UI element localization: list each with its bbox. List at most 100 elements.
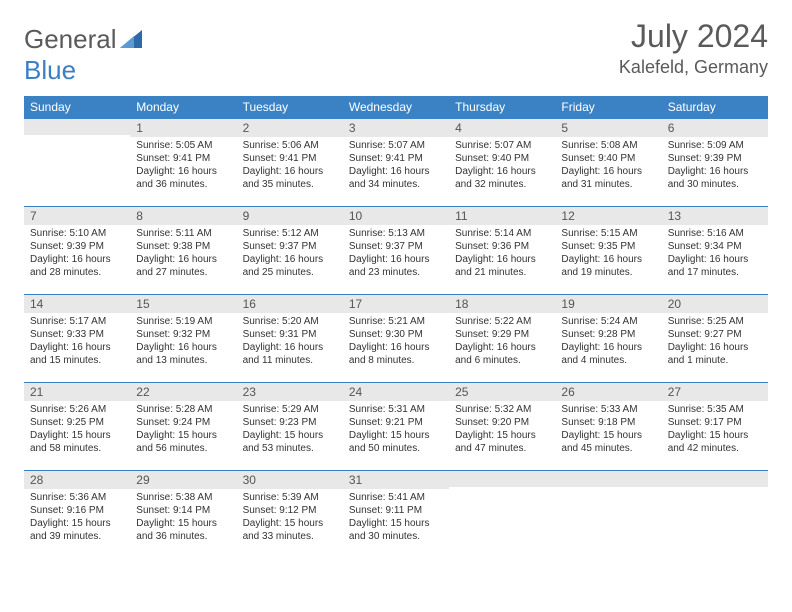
day-body: Sunrise: 5:33 AMSunset: 9:18 PMDaylight:… bbox=[555, 401, 661, 459]
day-body: Sunrise: 5:16 AMSunset: 9:34 PMDaylight:… bbox=[662, 225, 768, 283]
day-number: 18 bbox=[449, 295, 555, 313]
day-body: Sunrise: 5:09 AMSunset: 9:39 PMDaylight:… bbox=[662, 137, 768, 195]
sunset-text: Sunset: 9:32 PM bbox=[136, 328, 230, 341]
sunrise-text: Sunrise: 5:22 AM bbox=[455, 315, 549, 328]
sunset-text: Sunset: 9:27 PM bbox=[668, 328, 762, 341]
sunset-text: Sunset: 9:37 PM bbox=[243, 240, 337, 253]
sunrise-text: Sunrise: 5:14 AM bbox=[455, 227, 549, 240]
day-number bbox=[555, 471, 661, 487]
daylight-text: Daylight: 16 hours and 11 minutes. bbox=[243, 341, 337, 367]
day-body: Sunrise: 5:22 AMSunset: 9:29 PMDaylight:… bbox=[449, 313, 555, 371]
sunset-text: Sunset: 9:23 PM bbox=[243, 416, 337, 429]
sunrise-text: Sunrise: 5:41 AM bbox=[349, 491, 443, 504]
sunset-text: Sunset: 9:39 PM bbox=[30, 240, 124, 253]
calendar-day-cell bbox=[662, 471, 768, 559]
calendar-day-cell: 27Sunrise: 5:35 AMSunset: 9:17 PMDayligh… bbox=[662, 383, 768, 471]
day-body: Sunrise: 5:08 AMSunset: 9:40 PMDaylight:… bbox=[555, 137, 661, 195]
sunset-text: Sunset: 9:28 PM bbox=[561, 328, 655, 341]
day-number: 13 bbox=[662, 207, 768, 225]
calendar-day-cell: 8Sunrise: 5:11 AMSunset: 9:38 PMDaylight… bbox=[130, 207, 236, 295]
day-number: 9 bbox=[237, 207, 343, 225]
calendar-day-cell: 9Sunrise: 5:12 AMSunset: 9:37 PMDaylight… bbox=[237, 207, 343, 295]
daylight-text: Daylight: 16 hours and 15 minutes. bbox=[30, 341, 124, 367]
day-number: 11 bbox=[449, 207, 555, 225]
daylight-text: Daylight: 16 hours and 13 minutes. bbox=[136, 341, 230, 367]
calendar-day-cell: 20Sunrise: 5:25 AMSunset: 9:27 PMDayligh… bbox=[662, 295, 768, 383]
day-body: Sunrise: 5:17 AMSunset: 9:33 PMDaylight:… bbox=[24, 313, 130, 371]
sunrise-text: Sunrise: 5:33 AM bbox=[561, 403, 655, 416]
calendar-week-row: 7Sunrise: 5:10 AMSunset: 9:39 PMDaylight… bbox=[24, 207, 768, 295]
calendar-day-cell: 22Sunrise: 5:28 AMSunset: 9:24 PMDayligh… bbox=[130, 383, 236, 471]
daylight-text: Daylight: 15 hours and 39 minutes. bbox=[30, 517, 124, 543]
daylight-text: Daylight: 15 hours and 45 minutes. bbox=[561, 429, 655, 455]
sunset-text: Sunset: 9:38 PM bbox=[136, 240, 230, 253]
weekday-header: Thursday bbox=[449, 96, 555, 119]
day-number: 5 bbox=[555, 119, 661, 137]
sunrise-text: Sunrise: 5:11 AM bbox=[136, 227, 230, 240]
day-body: Sunrise: 5:12 AMSunset: 9:37 PMDaylight:… bbox=[237, 225, 343, 283]
calendar-day-cell: 26Sunrise: 5:33 AMSunset: 9:18 PMDayligh… bbox=[555, 383, 661, 471]
daylight-text: Daylight: 15 hours and 53 minutes. bbox=[243, 429, 337, 455]
calendar-day-cell: 19Sunrise: 5:24 AMSunset: 9:28 PMDayligh… bbox=[555, 295, 661, 383]
weekday-header: Sunday bbox=[24, 96, 130, 119]
sunset-text: Sunset: 9:24 PM bbox=[136, 416, 230, 429]
day-number: 23 bbox=[237, 383, 343, 401]
sunset-text: Sunset: 9:40 PM bbox=[561, 152, 655, 165]
sunrise-text: Sunrise: 5:19 AM bbox=[136, 315, 230, 328]
calendar-day-cell: 15Sunrise: 5:19 AMSunset: 9:32 PMDayligh… bbox=[130, 295, 236, 383]
logo-text: General Blue bbox=[24, 24, 142, 86]
day-number: 16 bbox=[237, 295, 343, 313]
sunset-text: Sunset: 9:21 PM bbox=[349, 416, 443, 429]
day-body: Sunrise: 5:11 AMSunset: 9:38 PMDaylight:… bbox=[130, 225, 236, 283]
daylight-text: Daylight: 15 hours and 47 minutes. bbox=[455, 429, 549, 455]
calendar-day-cell: 18Sunrise: 5:22 AMSunset: 9:29 PMDayligh… bbox=[449, 295, 555, 383]
calendar-day-cell: 31Sunrise: 5:41 AMSunset: 9:11 PMDayligh… bbox=[343, 471, 449, 559]
sunset-text: Sunset: 9:36 PM bbox=[455, 240, 549, 253]
calendar-day-cell: 4Sunrise: 5:07 AMSunset: 9:40 PMDaylight… bbox=[449, 119, 555, 207]
sunset-text: Sunset: 9:39 PM bbox=[668, 152, 762, 165]
day-number: 28 bbox=[24, 471, 130, 489]
title-block: July 2024 Kalefeld, Germany bbox=[619, 18, 768, 78]
sunset-text: Sunset: 9:29 PM bbox=[455, 328, 549, 341]
day-body: Sunrise: 5:31 AMSunset: 9:21 PMDaylight:… bbox=[343, 401, 449, 459]
sunset-text: Sunset: 9:35 PM bbox=[561, 240, 655, 253]
daylight-text: Daylight: 15 hours and 30 minutes. bbox=[349, 517, 443, 543]
day-body: Sunrise: 5:14 AMSunset: 9:36 PMDaylight:… bbox=[449, 225, 555, 283]
sunset-text: Sunset: 9:25 PM bbox=[30, 416, 124, 429]
sunrise-text: Sunrise: 5:10 AM bbox=[30, 227, 124, 240]
daylight-text: Daylight: 16 hours and 1 minute. bbox=[668, 341, 762, 367]
daylight-text: Daylight: 16 hours and 28 minutes. bbox=[30, 253, 124, 279]
calendar-day-cell bbox=[449, 471, 555, 559]
day-body: Sunrise: 5:32 AMSunset: 9:20 PMDaylight:… bbox=[449, 401, 555, 459]
day-body: Sunrise: 5:20 AMSunset: 9:31 PMDaylight:… bbox=[237, 313, 343, 371]
daylight-text: Daylight: 16 hours and 19 minutes. bbox=[561, 253, 655, 279]
daylight-text: Daylight: 16 hours and 21 minutes. bbox=[455, 253, 549, 279]
day-body: Sunrise: 5:19 AMSunset: 9:32 PMDaylight:… bbox=[130, 313, 236, 371]
calendar-week-row: 28Sunrise: 5:36 AMSunset: 9:16 PMDayligh… bbox=[24, 471, 768, 559]
day-number: 22 bbox=[130, 383, 236, 401]
day-body: Sunrise: 5:26 AMSunset: 9:25 PMDaylight:… bbox=[24, 401, 130, 459]
sunset-text: Sunset: 9:37 PM bbox=[349, 240, 443, 253]
day-body: Sunrise: 5:05 AMSunset: 9:41 PMDaylight:… bbox=[130, 137, 236, 195]
sunrise-text: Sunrise: 5:29 AM bbox=[243, 403, 337, 416]
sunset-text: Sunset: 9:17 PM bbox=[668, 416, 762, 429]
daylight-text: Daylight: 16 hours and 31 minutes. bbox=[561, 165, 655, 191]
day-number: 6 bbox=[662, 119, 768, 137]
sunset-text: Sunset: 9:41 PM bbox=[349, 152, 443, 165]
day-number: 20 bbox=[662, 295, 768, 313]
sunset-text: Sunset: 9:40 PM bbox=[455, 152, 549, 165]
day-body: Sunrise: 5:35 AMSunset: 9:17 PMDaylight:… bbox=[662, 401, 768, 459]
day-number: 17 bbox=[343, 295, 449, 313]
sunrise-text: Sunrise: 5:31 AM bbox=[349, 403, 443, 416]
calendar-day-cell: 17Sunrise: 5:21 AMSunset: 9:30 PMDayligh… bbox=[343, 295, 449, 383]
daylight-text: Daylight: 15 hours and 42 minutes. bbox=[668, 429, 762, 455]
day-body: Sunrise: 5:28 AMSunset: 9:24 PMDaylight:… bbox=[130, 401, 236, 459]
daylight-text: Daylight: 16 hours and 6 minutes. bbox=[455, 341, 549, 367]
day-number: 15 bbox=[130, 295, 236, 313]
sunset-text: Sunset: 9:20 PM bbox=[455, 416, 549, 429]
sunrise-text: Sunrise: 5:39 AM bbox=[243, 491, 337, 504]
day-body: Sunrise: 5:39 AMSunset: 9:12 PMDaylight:… bbox=[237, 489, 343, 547]
daylight-text: Daylight: 15 hours and 33 minutes. bbox=[243, 517, 337, 543]
sunset-text: Sunset: 9:12 PM bbox=[243, 504, 337, 517]
calendar-day-cell: 11Sunrise: 5:14 AMSunset: 9:36 PMDayligh… bbox=[449, 207, 555, 295]
